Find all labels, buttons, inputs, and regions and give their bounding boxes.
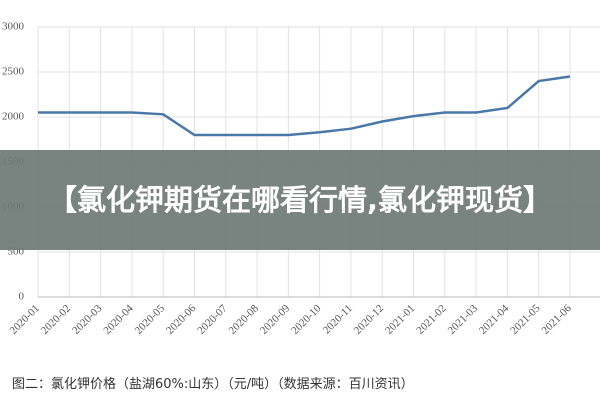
line [38,75,571,137]
x-tick-label: 2021-04 [477,302,512,337]
x-tick-label: 2021-05 [508,302,543,337]
x-tick-label: 2020-07 [195,302,230,337]
y-tick-label: 2500 [2,66,25,78]
y-tick-label: 0 [19,291,25,303]
caption: 图二：氯化钾价格（盐湖60%:山东）（元/吨）（数据来源：百川资讯） [12,377,414,392]
x-tick-label: 2020-10 [289,302,324,337]
x-tick-label: 2020-11 [321,302,355,336]
x-tick-label: 2021-03 [446,302,481,337]
x-tick-label: 2020-08 [227,302,262,337]
x-tick-label: 2020-02 [39,302,73,336]
x-tick-label: 2021-02 [414,302,448,336]
y-tick-label: 3000 [2,21,25,33]
x-tick-label: 2020-03 [70,302,105,337]
x-tick-label: 2020-12 [352,302,386,336]
x-tick-label: 2021-01 [383,302,417,336]
y-tick-label: 2000 [2,111,25,123]
x-tick-label: 2020-01 [7,302,41,336]
x-tick-label: 2020-04 [101,302,136,337]
x-tick-label: 2021-06 [539,302,574,337]
x-tick-label: 2020-09 [258,302,293,337]
banner-text: 【氯化钾期货在哪看行情,氯化钾现货】 [47,183,553,217]
x-tick-label: 2020-06 [164,302,199,337]
x-tick-label: 2020-05 [133,302,168,337]
banner: 【氯化钾期货在哪看行情,氯化钾现货】 [0,150,600,250]
